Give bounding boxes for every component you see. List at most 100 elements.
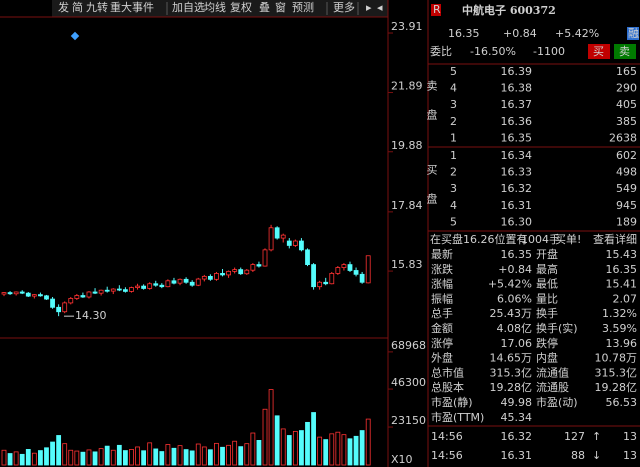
stat-label: 市盈(动)	[536, 395, 578, 409]
volume-tick-label: 46300	[391, 376, 426, 389]
toolbar-bg	[52, 0, 388, 17]
tick-price: 16.32	[501, 430, 533, 443]
volume-bar	[299, 430, 304, 466]
stat-label: 换手(实)	[536, 321, 578, 335]
volume-bar	[104, 445, 110, 466]
ratio-label: 委比	[430, 45, 452, 58]
notice-amount: 1004手	[521, 232, 560, 246]
candle-body	[171, 280, 177, 284]
candle-body	[256, 264, 262, 267]
stat-label: 流通值	[536, 365, 569, 379]
toolbar-item[interactable]: 更多	[333, 0, 355, 14]
level: 3	[450, 98, 457, 111]
candle-body	[359, 273, 365, 283]
volume-bar	[13, 451, 19, 466]
level: 4	[450, 199, 457, 212]
stat-value: 14.65万	[490, 352, 533, 365]
book-volume: 2638	[609, 131, 637, 144]
candle-body	[98, 289, 104, 294]
sell-button[interactable]: 卖	[619, 45, 630, 58]
candle-body	[329, 273, 335, 285]
buy-button[interactable]: 买	[593, 45, 604, 58]
toolbar-item[interactable]: 简	[72, 0, 83, 14]
candle-body	[220, 273, 225, 276]
candle-body	[74, 295, 80, 299]
tick-direction: ↓	[592, 449, 601, 462]
level: 4	[450, 82, 457, 95]
buy-button-bg	[588, 44, 610, 59]
candle-body	[1, 292, 7, 295]
stat-value: 56.53	[606, 396, 638, 409]
tick-time: 14:56	[431, 449, 463, 462]
candle-body	[311, 264, 316, 288]
book-price: 16.31	[501, 199, 533, 212]
candle-body	[201, 275, 207, 280]
volume-bar	[189, 450, 195, 466]
level: 1	[450, 131, 457, 144]
candle-body	[104, 289, 110, 292]
candle-body	[347, 264, 353, 271]
level: 5	[450, 215, 457, 228]
volume-bar	[92, 451, 98, 466]
stat-label: 开盘	[536, 247, 558, 261]
toolbar-item[interactable]: 重大事件	[110, 0, 154, 14]
stat-value: 10.78万	[595, 352, 638, 365]
candle-body	[262, 249, 268, 267]
toolbar-item[interactable]: 发	[58, 0, 69, 14]
book-price: 16.38	[501, 82, 533, 95]
candle-body	[7, 292, 13, 295]
nav-arrow[interactable]: ▸	[366, 1, 372, 14]
volume-tick-label: 23150	[391, 414, 426, 427]
volume-bar	[171, 447, 177, 466]
y-tick-label: 17.84	[391, 199, 423, 212]
toolbar-item[interactable]: 预测	[292, 1, 314, 14]
candle-body	[129, 287, 134, 292]
candle-body	[238, 269, 244, 275]
volume-bar	[177, 445, 183, 466]
toolbar-item[interactable]: 窗	[275, 0, 286, 14]
stat-value: +5.42%	[488, 278, 532, 291]
book-volume: 945	[616, 199, 637, 212]
tick-volume: 127	[564, 430, 585, 443]
candle-body	[116, 288, 122, 291]
toolbar-item[interactable]: 九转	[86, 0, 108, 14]
stat-value: 315.3亿	[490, 366, 533, 379]
book-price: 16.37	[501, 98, 533, 111]
candle-body	[165, 280, 171, 288]
notice-link[interactable]: 查看详细	[593, 232, 637, 246]
nav-arrow[interactable]: ◂	[377, 1, 383, 14]
event-marker[interactable]	[70, 31, 80, 41]
volume-tick-label: 68968	[391, 339, 426, 352]
stat-label: 最新	[431, 247, 453, 261]
volume-bar	[80, 451, 86, 466]
stat-value: +0.84	[498, 263, 532, 276]
tick-price: 16.31	[501, 449, 533, 462]
candle-body	[323, 281, 329, 285]
stat-label: 最低	[536, 278, 558, 291]
candle-body	[86, 291, 92, 298]
volume-bar	[44, 447, 49, 466]
low-annotation: 14.30	[75, 309, 107, 322]
toolbar-item[interactable]: 加自选	[172, 1, 205, 14]
volume-bar	[280, 428, 286, 466]
candle-body	[50, 298, 55, 308]
toolbar-item[interactable]: 均线	[204, 0, 226, 14]
volume-bar	[323, 439, 329, 466]
stat-label: 最高	[536, 262, 558, 276]
tick-volume: 88	[571, 449, 585, 462]
volume-bar	[86, 449, 92, 466]
volume-bar	[38, 450, 43, 466]
toolbar-item[interactable]: 叠	[259, 1, 270, 14]
stat-label: 振幅	[431, 291, 453, 305]
toolbar-item[interactable]: 复权	[230, 0, 252, 14]
volume-bar	[220, 446, 225, 466]
candle-body	[292, 240, 298, 246]
stat-label: 市盈(TTM)	[431, 410, 484, 424]
y-tick-label: 15.83	[391, 258, 423, 271]
volume-bar	[135, 446, 140, 466]
book-volume: 385	[616, 115, 637, 128]
book-volume: 290	[616, 82, 637, 95]
volume-bar	[244, 443, 250, 466]
volume-bar	[116, 444, 122, 466]
